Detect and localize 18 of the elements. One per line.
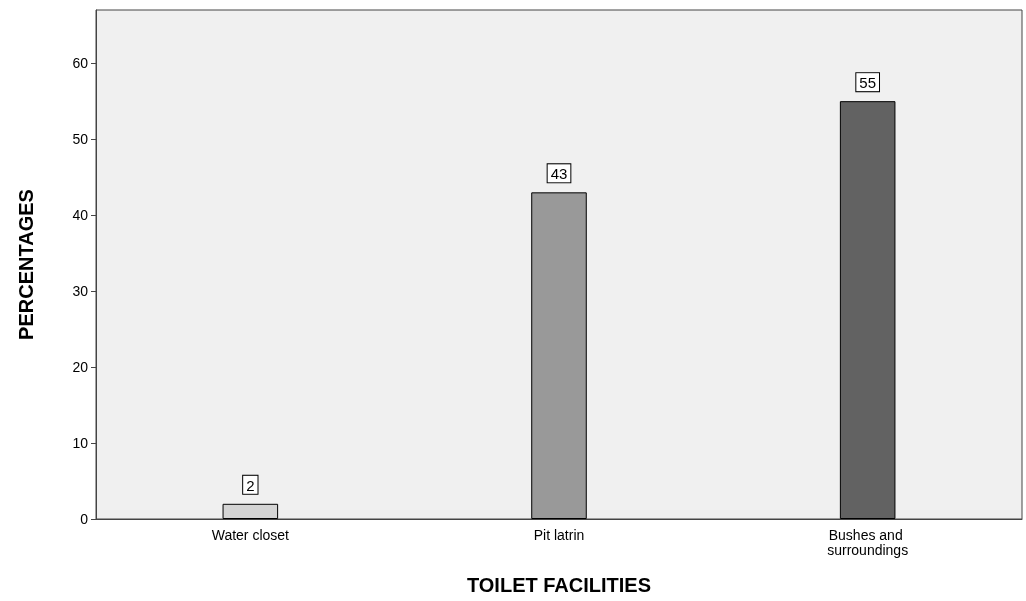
y-tick-label: 0: [80, 511, 89, 527]
y-tick-label: 20: [72, 359, 89, 376]
bar: [531, 192, 587, 519]
y-tick-label: 60: [72, 55, 89, 72]
y-tick-label: 30: [72, 283, 89, 300]
y-tick-label: 10: [72, 435, 89, 452]
bar: [839, 101, 896, 519]
y-tick-label: 50: [72, 131, 89, 148]
y-axis-title: PERCENTAGES: [15, 189, 37, 340]
y-tick-label: 40: [72, 207, 89, 224]
data-label: 2: [246, 476, 255, 494]
data-label: 55: [859, 74, 877, 92]
x-axis-title: TOILET FACILITIES: [466, 574, 652, 596]
x-tick-label: Pit latrin: [533, 526, 585, 543]
x-tick-label: Bushes and surroundings: [827, 526, 909, 558]
x-tick-label: Water closet: [211, 526, 290, 543]
data-label: 43: [550, 165, 568, 183]
bar: [222, 503, 279, 519]
